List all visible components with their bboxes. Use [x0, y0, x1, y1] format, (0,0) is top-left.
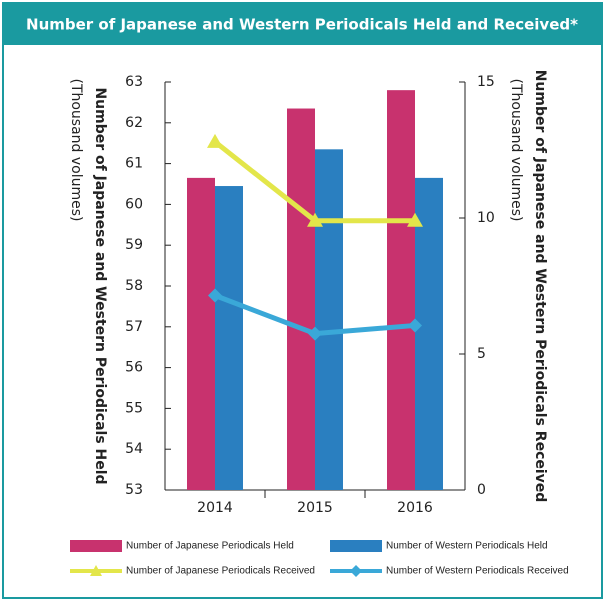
y-tick-label: 61 — [125, 156, 143, 172]
x-tick-label: 2016 — [397, 500, 433, 516]
y-tick-label: 60 — [125, 196, 143, 212]
marker — [208, 288, 222, 303]
bar — [415, 177, 443, 490]
y-tick-label: 57 — [125, 319, 143, 335]
bar — [387, 90, 415, 490]
y-tick-label: 54 — [125, 441, 143, 457]
y-tick-label: 63 — [125, 74, 143, 90]
legend-swatch — [70, 540, 122, 552]
marker — [207, 133, 223, 148]
y-tick-label: 58 — [125, 278, 143, 294]
marker — [308, 326, 322, 341]
marker — [407, 212, 423, 227]
y-tick-label: 59 — [125, 237, 143, 253]
bar — [315, 149, 343, 490]
y2-axis-unit: (Thousand volumes) — [508, 78, 524, 221]
y2-tick-label: 0 — [477, 482, 486, 498]
x-tick-label: 2014 — [197, 500, 233, 516]
bar — [215, 186, 243, 491]
y-axis-title: Number of Japanese and Western Periodica… — [92, 87, 108, 484]
marker — [307, 212, 323, 227]
y2-tick-label: 15 — [477, 74, 495, 90]
header — [3, 3, 602, 45]
legend-label: Number of Japanese Periodicals Received — [126, 566, 315, 577]
y2-axis-title: Number of Japanese and Western Periodica… — [532, 70, 548, 503]
y2-tick-label: 10 — [477, 210, 495, 226]
bar — [187, 177, 215, 490]
y-tick-label: 53 — [125, 482, 143, 498]
legend-label: Number of Japanese Periodicals Held — [126, 541, 294, 552]
y-tick-label: 55 — [125, 400, 143, 416]
marker — [408, 318, 422, 333]
y-axis-unit: (Thousand volumes) — [68, 78, 84, 221]
legend-label: Number of Western Periodicals Received — [386, 566, 569, 577]
bar — [287, 108, 315, 491]
y2-tick-label: 5 — [477, 346, 486, 362]
legend-swatch — [330, 540, 382, 552]
y-tick-label: 56 — [125, 360, 143, 376]
legend-label: Number of Western Periodicals Held — [386, 541, 548, 552]
x-tick-label: 2015 — [297, 500, 333, 516]
chart-title: Number of Japanese and Western Periodica… — [26, 16, 578, 34]
legend-marker — [90, 565, 102, 576]
y-tick-label: 62 — [125, 115, 143, 131]
legend-marker — [350, 565, 362, 577]
